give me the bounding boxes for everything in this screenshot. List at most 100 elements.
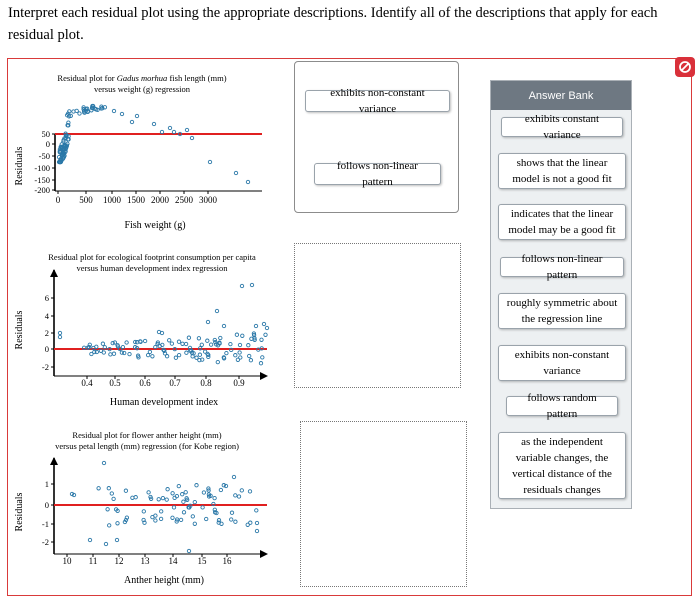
residual-point bbox=[85, 345, 91, 350]
residual-point bbox=[261, 321, 267, 327]
residual-point bbox=[245, 522, 250, 527]
residual-point bbox=[239, 283, 245, 289]
residual-point bbox=[87, 537, 93, 543]
residual-point bbox=[159, 129, 165, 135]
residual-point bbox=[162, 348, 167, 353]
residual-point bbox=[212, 337, 217, 343]
residual-point bbox=[62, 136, 67, 141]
x-tick-label: 15 bbox=[198, 556, 208, 566]
plot-title-line1: Residual plot for Gadus morhua fish leng… bbox=[57, 73, 226, 83]
bank-chip[interactable]: exhibits constant variance bbox=[501, 113, 623, 141]
bank-chip[interactable]: as the independent variable changes, the… bbox=[498, 432, 626, 499]
chip-label: follows non-linear pattern bbox=[337, 160, 418, 188]
bank-chip[interactable]: exhibits non-constant variance bbox=[498, 345, 626, 381]
chip-label: roughly symmetric about the regression l… bbox=[506, 297, 618, 325]
residual-point bbox=[98, 348, 104, 353]
residual-point bbox=[108, 352, 113, 357]
residual-point bbox=[205, 338, 210, 343]
y-axis-arrow bbox=[50, 269, 58, 277]
residual-point bbox=[153, 513, 158, 518]
residual-point bbox=[183, 490, 188, 495]
y-axis-label: Residuals bbox=[14, 146, 25, 185]
residual-point bbox=[83, 106, 89, 112]
residual-point bbox=[153, 518, 158, 523]
residual-point bbox=[159, 330, 165, 336]
residual-plot-ecological: Residual plot for ecological footprint c… bbox=[12, 250, 282, 410]
residual-point bbox=[162, 351, 168, 356]
residual-point bbox=[214, 308, 220, 314]
residual-point bbox=[102, 105, 108, 110]
residual-point bbox=[123, 488, 129, 493]
bank-chip[interactable]: roughly symmetric about the regression l… bbox=[498, 293, 626, 329]
bank-chip[interactable]: follows non-linear pattern bbox=[500, 253, 624, 281]
residual-point bbox=[252, 337, 257, 342]
residual-point bbox=[169, 341, 175, 346]
residual-point bbox=[64, 143, 70, 148]
residual-point bbox=[130, 495, 135, 500]
drop-target-plot2[interactable] bbox=[294, 243, 461, 388]
x-tick-label: 16 bbox=[223, 556, 233, 566]
residual-point bbox=[161, 347, 166, 353]
residual-point bbox=[156, 497, 161, 502]
residual-point bbox=[248, 520, 253, 525]
chip-label: shows that the linear model is not a goo… bbox=[512, 157, 612, 185]
x-axis-label: Fish weight (g) bbox=[124, 220, 185, 231]
residual-point bbox=[217, 341, 222, 346]
residual-point bbox=[184, 496, 189, 501]
residual-point bbox=[189, 135, 195, 141]
drop-target-plot1[interactable]: exhibits non-constant variance follows n… bbox=[294, 61, 459, 213]
residual-point bbox=[89, 351, 94, 357]
residual-point bbox=[66, 120, 71, 125]
residual-point bbox=[237, 342, 243, 348]
residual-point bbox=[127, 351, 132, 357]
chip-label: exhibits constant variance bbox=[524, 113, 600, 141]
residual-point bbox=[174, 517, 180, 522]
residual-point bbox=[233, 170, 239, 176]
plot-title-line2: versus weight (g) regression bbox=[94, 84, 191, 94]
chip-label: exhibits non-constant variance bbox=[330, 87, 425, 115]
residual-point bbox=[160, 495, 166, 501]
residual-point bbox=[184, 127, 190, 133]
residual-point bbox=[133, 495, 138, 500]
residual-point bbox=[77, 111, 82, 116]
chip-label: as the independent variable changes, the… bbox=[512, 435, 612, 496]
residual-point bbox=[173, 355, 179, 360]
bank-chip[interactable]: follows random pattern bbox=[506, 392, 618, 420]
residual-point bbox=[151, 121, 157, 127]
residual-point bbox=[111, 108, 117, 114]
residual-point bbox=[148, 494, 153, 500]
residual-point bbox=[200, 505, 205, 510]
close-icon[interactable] bbox=[675, 57, 695, 77]
residual-point bbox=[111, 496, 116, 502]
residual-point bbox=[249, 282, 255, 288]
bank-chip[interactable]: indicates that the linear model may be a… bbox=[498, 204, 626, 240]
residual-point bbox=[100, 341, 106, 346]
residual-point bbox=[206, 486, 211, 491]
residual-point bbox=[183, 341, 189, 347]
residual-point bbox=[202, 349, 208, 354]
residual-point bbox=[155, 341, 160, 347]
residual-point bbox=[167, 338, 172, 343]
x-axis-arrow bbox=[260, 372, 268, 380]
residual-point bbox=[57, 334, 63, 340]
placed-answer-chip[interactable]: follows non-linear pattern bbox=[314, 160, 441, 188]
placed-answer-chip[interactable]: exhibits non-constant variance bbox=[305, 87, 450, 115]
instructions: Interpret each residual plot using the a… bbox=[8, 5, 658, 43]
residual-point bbox=[259, 346, 264, 351]
residual-point bbox=[119, 111, 125, 117]
drop-target-plot3[interactable] bbox=[300, 421, 467, 587]
residual-point bbox=[228, 341, 233, 347]
residual-point bbox=[153, 344, 158, 350]
residual-point bbox=[258, 361, 264, 366]
residual-point bbox=[105, 507, 110, 512]
residual-point bbox=[239, 488, 244, 493]
x-tick-label: 0.8 bbox=[200, 378, 212, 388]
plot-title-line2: versus human development index regressio… bbox=[76, 263, 228, 273]
x-axis-label: Human development index bbox=[110, 397, 218, 408]
bank-chip[interactable]: shows that the linear model is not a goo… bbox=[498, 153, 626, 189]
x-tick-label: 0.6 bbox=[139, 378, 151, 388]
residual-point bbox=[58, 159, 63, 165]
residual-point bbox=[82, 110, 87, 115]
x-tick-label: 1000 bbox=[103, 195, 122, 205]
residual-point bbox=[165, 487, 170, 492]
